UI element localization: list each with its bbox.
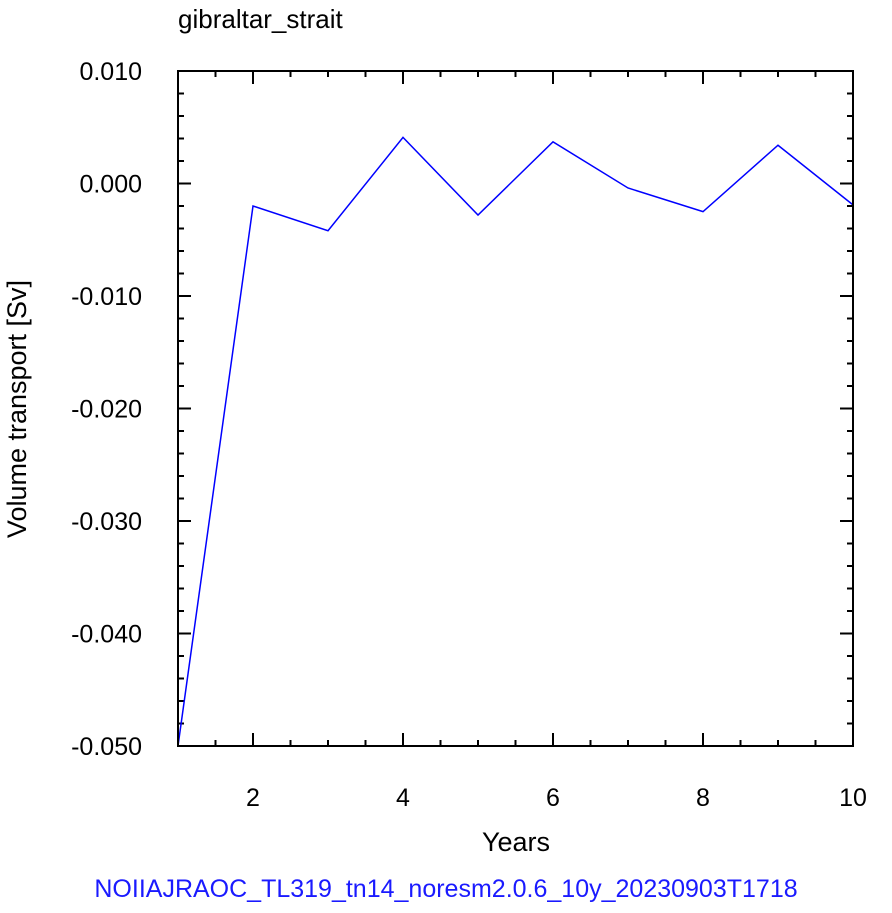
x-axis-label: Years bbox=[482, 827, 550, 857]
x-tick-label: 10 bbox=[839, 784, 867, 812]
chart-title: gibraltar_strait bbox=[178, 4, 344, 34]
y-tick-labels: 0.010 0.000 -0.010 -0.020 -0.030 -0.040 -0.050 bbox=[71, 58, 142, 761]
y-tick-label: -0.020 bbox=[71, 396, 142, 424]
y-tick-label: -0.050 bbox=[71, 733, 142, 761]
x-tick-labels: 2 4 6 8 10 bbox=[246, 784, 867, 812]
plot-frame bbox=[177, 70, 854, 747]
y-tick-label: 0.000 bbox=[79, 171, 142, 199]
y-tick-label: -0.030 bbox=[71, 508, 142, 536]
y-tick-label: -0.010 bbox=[71, 283, 142, 311]
x-tick-label: 8 bbox=[696, 784, 710, 812]
footer-run-id: NOIIAJRAOC_TL319_tn14_noresm2.0.6_10y_20… bbox=[94, 875, 797, 903]
y-tick-label: 0.010 bbox=[79, 58, 142, 86]
x-tick-label: 6 bbox=[546, 784, 560, 812]
series-line bbox=[177, 136, 854, 747]
y-axis-label: Volume transport [Sv] bbox=[2, 280, 32, 538]
x-tick-label: 4 bbox=[396, 784, 410, 812]
ticks-group bbox=[177, 70, 854, 747]
x-tick-label: 2 bbox=[246, 784, 260, 812]
y-tick-label: -0.040 bbox=[71, 621, 142, 649]
